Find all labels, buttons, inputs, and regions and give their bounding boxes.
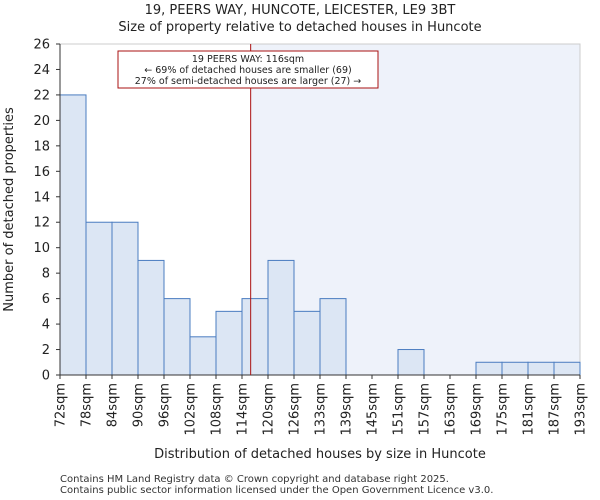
x-tick-label-9: 126sqm [288,383,303,436]
histogram-bar-16 [475,361,503,376]
histogram-bar-17 [501,361,529,376]
chart-subtitle: Size of property relative to detached ho… [118,20,482,35]
x-tick-label-7: 114sqm [236,383,251,436]
histogram-bar-2 [111,221,139,376]
y-tick-label-16: 16 [33,165,50,180]
chart-title: 19, PEERS WAY, HUNCOTE, LEICESTER, LE9 3… [144,3,456,18]
x-tick-label-0: 72sqm [54,383,69,427]
annotation-line-1: 19 PEERS WAY: 116sqm [192,54,304,65]
x-tick-label-16: 169sqm [470,383,485,436]
histogram-bar-1 [85,221,113,376]
x-tick-label-10: 133sqm [314,383,329,436]
y-tick-label-0: 0 [42,369,50,384]
annotation-box [117,50,379,89]
footer-line-2: Contains public sector information licen… [60,485,494,496]
x-tick-label-3: 90sqm [132,383,147,427]
histogram-bar-13 [397,349,425,376]
annotation-line-2: ← 69% of detached houses are smaller (69… [144,65,351,76]
footer-line-1: Contains HM Land Registry data © Crown c… [60,474,449,485]
y-tick-label-18: 18 [33,139,50,154]
histogram-bar-19 [553,361,581,376]
y-tick-label-20: 20 [33,114,50,129]
x-tick-label-13: 151sqm [392,383,407,436]
x-tick-label-11: 139sqm [340,383,355,436]
x-tick-label-15: 163sqm [444,383,459,436]
histogram-bar-3 [137,259,165,376]
histogram-bar-18 [527,361,555,376]
y-tick-label-4: 4 [42,318,50,333]
y-tick-label-22: 22 [33,88,50,103]
x-tick-label-2: 84sqm [106,383,121,427]
x-tick-label-5: 102sqm [184,383,199,436]
histogram-bar-5 [189,336,217,376]
y-tick-label-26: 26 [33,38,50,53]
x-tick-label-18: 181sqm [522,383,537,436]
x-tick-label-8: 120sqm [262,383,277,436]
y-axis-label: Number of detached properties [2,107,17,312]
y-tick-label-12: 12 [33,216,50,231]
x-tick-label-4: 96sqm [158,383,173,427]
histogram-bar-8 [267,259,295,376]
histogram-bar-10 [319,298,347,376]
y-tick-label-14: 14 [33,190,50,205]
y-tick-label-6: 6 [42,292,50,307]
x-axis-label: Distribution of detached houses by size … [154,447,486,462]
x-tick-label-20: 193sqm [574,383,589,436]
x-tick-label-17: 175sqm [496,383,511,436]
x-tick-label-1: 78sqm [80,383,95,427]
histogram-bar-9 [293,310,321,376]
annotation-line-3: 27% of semi-detached houses are larger (… [135,76,362,87]
histogram-bar-6 [215,310,243,376]
histogram-bar-4 [163,298,191,376]
y-tick-label-10: 10 [33,241,50,256]
y-tick-label-8: 8 [42,267,50,282]
y-tick-label-2: 2 [42,343,50,358]
y-tick-label-24: 24 [33,63,50,78]
x-tick-label-6: 108sqm [210,383,225,436]
histogram-bar-0 [59,94,87,376]
x-tick-label-14: 157sqm [418,383,433,436]
histogram-bar-7 [241,298,269,376]
x-tick-label-12: 145sqm [366,383,381,436]
x-tick-label-19: 187sqm [548,383,563,436]
